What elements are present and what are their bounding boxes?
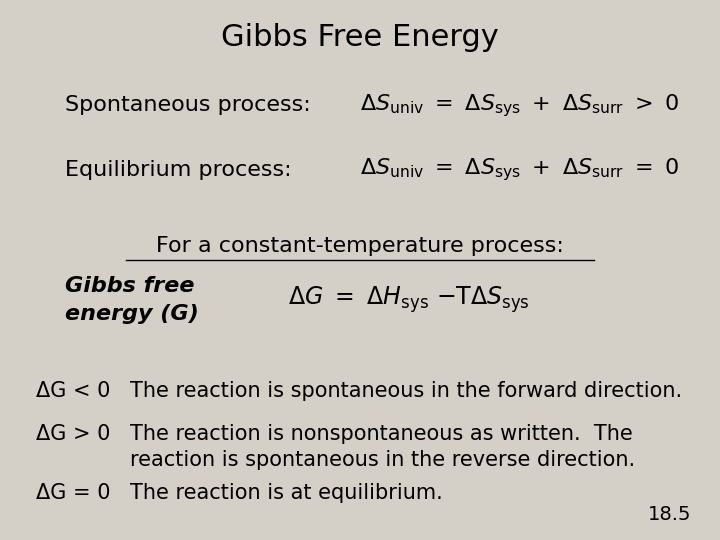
Text: ΔG = 0: ΔG = 0 bbox=[36, 483, 110, 503]
Text: Spontaneous process:: Spontaneous process: bbox=[65, 95, 310, 116]
Text: $\Delta S_{\mathrm{univ}}\ =\ \Delta S_{\mathrm{sys}}\ +\ \Delta S_{\mathrm{surr: $\Delta S_{\mathrm{univ}}\ =\ \Delta S_{… bbox=[360, 157, 680, 184]
Text: Gibbs free
energy (G): Gibbs free energy (G) bbox=[65, 276, 199, 323]
Text: The reaction is at equilibrium.: The reaction is at equilibrium. bbox=[130, 483, 442, 503]
Text: Gibbs Free Energy: Gibbs Free Energy bbox=[221, 23, 499, 52]
Text: $\Delta G\ =\ \Delta H_{\mathrm{sys}}\ \mathrm{-T}\Delta S_{\mathrm{sys}}$: $\Delta G\ =\ \Delta H_{\mathrm{sys}}\ \… bbox=[288, 285, 530, 315]
Text: 18.5: 18.5 bbox=[648, 505, 691, 524]
Text: The reaction is nonspontaneous as written.  The
reaction is spontaneous in the r: The reaction is nonspontaneous as writte… bbox=[130, 424, 635, 470]
Text: Equilibrium process:: Equilibrium process: bbox=[65, 160, 292, 180]
Text: For a constant-temperature process:: For a constant-temperature process: bbox=[156, 235, 564, 256]
Text: The reaction is spontaneous in the forward direction.: The reaction is spontaneous in the forwa… bbox=[130, 381, 682, 401]
Text: ΔG < 0: ΔG < 0 bbox=[36, 381, 110, 401]
Text: ΔG > 0: ΔG > 0 bbox=[36, 424, 110, 444]
Text: $\Delta S_{\mathrm{univ}}\ =\ \Delta S_{\mathrm{sys}}\ +\ \Delta S_{\mathrm{surr: $\Delta S_{\mathrm{univ}}\ =\ \Delta S_{… bbox=[360, 92, 680, 119]
